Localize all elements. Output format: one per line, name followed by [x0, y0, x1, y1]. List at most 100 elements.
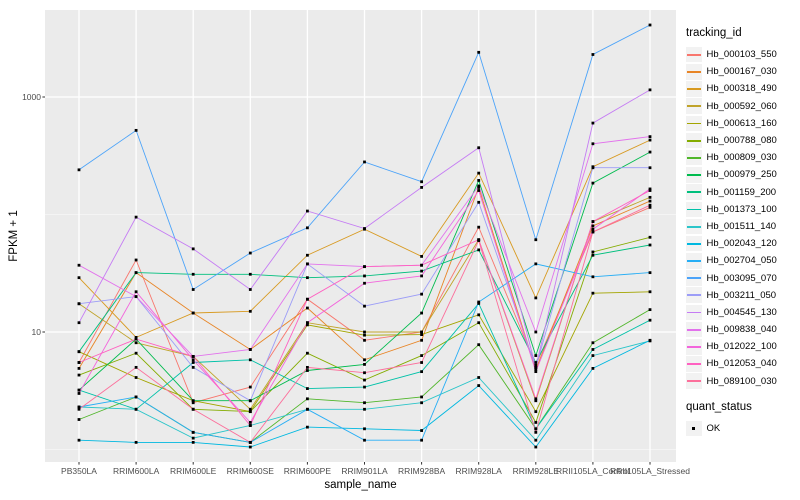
data-point: [248, 407, 252, 411]
data-point: [363, 274, 366, 278]
data-point: [134, 295, 138, 299]
data-point: [477, 184, 481, 188]
data-point: [77, 367, 81, 370]
data-point: [648, 150, 652, 154]
data-point: [591, 220, 595, 224]
legend-key-line-icon: [687, 122, 701, 125]
data-point: [591, 275, 595, 279]
legend-key-swatch: [686, 46, 702, 63]
legend-item: Hb_012053_040: [686, 355, 798, 372]
data-point: [534, 330, 538, 334]
legend-key-line-icon: [687, 88, 701, 91]
data-point: [648, 308, 652, 312]
data-point: [77, 168, 81, 172]
legend-key-swatch: [686, 132, 702, 149]
legend-key-swatch: [686, 235, 702, 252]
data-point: [648, 88, 652, 92]
data-point: [534, 361, 538, 364]
data-point: [420, 429, 423, 432]
data-point: [420, 333, 423, 337]
data-point: [591, 166, 595, 170]
data-point: [306, 209, 309, 213]
data-point: [477, 189, 481, 192]
data-point: [534, 354, 538, 357]
data-point: [306, 425, 309, 429]
data-point: [134, 335, 138, 339]
data-point: [363, 330, 366, 334]
data-point: [591, 142, 595, 146]
legend-item-label: Hb_012022_100: [706, 341, 777, 353]
data-point: [534, 399, 538, 403]
data-point: [591, 227, 595, 231]
legend-item-label: Hb_000788_080: [706, 135, 777, 147]
data-point: [363, 371, 366, 375]
data-point: [420, 263, 423, 267]
data-point: [420, 438, 423, 442]
data-point: [191, 365, 195, 369]
legend-key-line-icon: [687, 105, 701, 108]
legend-key-line-icon: [687, 311, 701, 314]
x-tick-label: RRIM600PE: [283, 466, 332, 476]
data-point: [191, 311, 195, 315]
data-point: [134, 271, 138, 275]
data-point: [191, 401, 195, 405]
data-point: [248, 348, 252, 351]
data-point: [420, 354, 423, 357]
data-point: [134, 440, 138, 444]
data-point: [363, 160, 366, 164]
legend-item-label: Hb_089100_030: [706, 375, 777, 387]
legend-item: Hb_000809_030: [686, 149, 798, 166]
data-point: [248, 385, 252, 389]
legend-item: Hb_000979_250: [686, 166, 798, 183]
data-point: [306, 407, 309, 411]
legend-item: Hb_001511_140: [686, 218, 798, 235]
data-point: [648, 187, 652, 191]
data-point: [477, 300, 481, 304]
data-point: [306, 276, 309, 280]
data-point: [306, 387, 309, 390]
legend-title-tracking-id: tracking_id: [686, 27, 742, 39]
data-point: [648, 166, 652, 170]
data-point: [77, 392, 81, 395]
legend-title-quant-status: quant_status: [686, 400, 752, 413]
data-point: [591, 291, 595, 295]
legend-item-label: Hb_001373_100: [706, 203, 777, 215]
data-point: [248, 421, 252, 424]
legend-item: Hb_003095_070: [686, 269, 798, 286]
x-tick-label: RRIM600LE: [170, 466, 217, 476]
legend-key-swatch: [686, 98, 702, 114]
legend-key-swatch: [686, 81, 702, 97]
data-point: [591, 341, 595, 345]
x-tick-label: RRIM600LA: [112, 466, 160, 476]
data-point: [648, 138, 652, 142]
data-point: [191, 407, 195, 411]
data-point: [534, 430, 538, 434]
data-point: [648, 338, 652, 342]
data-point: [363, 333, 366, 337]
data-point: [363, 265, 366, 269]
data-point: [191, 358, 195, 362]
data-point: [363, 401, 366, 405]
data-point: [591, 121, 595, 125]
legend-key-swatch: [686, 64, 702, 80]
data-point: [591, 354, 595, 357]
data-point: [77, 276, 81, 280]
data-point: [534, 365, 538, 369]
data-point: [591, 367, 595, 370]
data-point: [648, 235, 652, 239]
data-point: [534, 296, 538, 300]
legend-item: Hb_009838_040: [686, 321, 798, 338]
data-point: [306, 321, 309, 325]
data-point: [591, 250, 595, 254]
data-point: [306, 306, 309, 310]
data-point: [77, 361, 81, 364]
data-point: [363, 385, 366, 389]
y-axis-title: FPKM + 1: [8, 210, 20, 262]
legend-key-swatch: [686, 304, 702, 321]
x-tick-label: RRII105LA_Control: [556, 466, 630, 476]
legend-item: Hb_089100_030: [686, 373, 798, 390]
data-point: [363, 407, 366, 411]
legend-item: Hb_002704_050: [686, 252, 798, 269]
data-point: [477, 376, 481, 379]
